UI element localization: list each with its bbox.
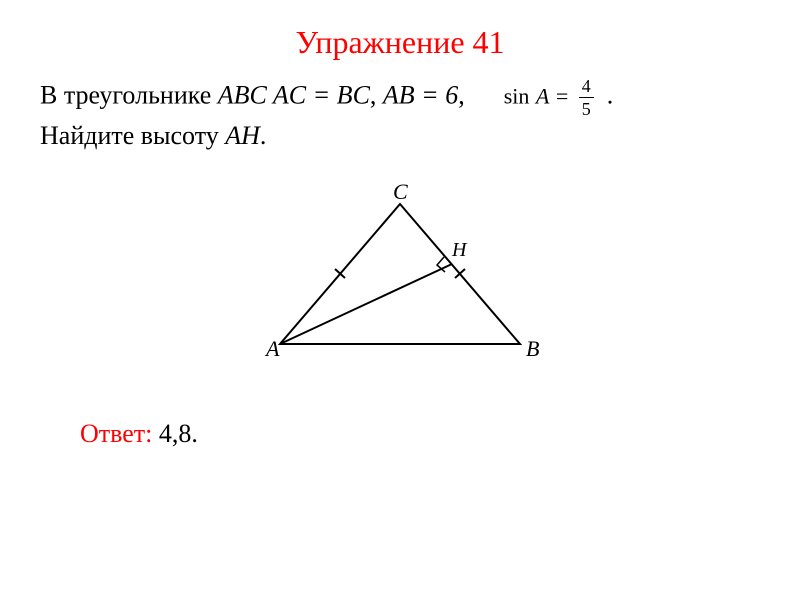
answer-value: 4,8.	[152, 419, 198, 448]
label-a: A	[264, 336, 280, 361]
formula-numerator: 4	[579, 77, 594, 98]
diagram-container: A B C H	[0, 184, 800, 379]
answer: Ответ: 4,8.	[0, 419, 800, 449]
label-b: B	[526, 336, 539, 361]
exercise-title: Упражнение 41	[0, 0, 800, 61]
formula-var: A	[536, 83, 549, 108]
problem-text-5: .	[260, 121, 267, 150]
triangle-diagram: A B C H	[240, 184, 560, 374]
formula-denominator: 5	[579, 98, 594, 118]
formula-period: .	[607, 80, 614, 109]
problem-statement: В треугольнике ABC AC = BC, AB = 6, sin …	[0, 61, 800, 154]
formula-eq: =	[556, 83, 568, 108]
problem-ab: AB = 6	[383, 80, 458, 109]
formula: sin A = 4 5	[504, 77, 594, 118]
label-c: C	[393, 184, 408, 204]
problem-text-2: ,	[370, 80, 383, 109]
problem-text-4: Найдите высоту	[40, 121, 225, 150]
problem-text-3: ,	[458, 80, 465, 109]
altitude-line	[280, 264, 452, 344]
problem-ah: AH	[225, 121, 260, 150]
problem-text-1: В треугольнике	[40, 80, 218, 109]
answer-label: Ответ:	[80, 419, 152, 448]
triangle-path	[280, 204, 520, 344]
problem-abc: ABC AC = BC	[218, 80, 370, 109]
formula-sin: sin	[504, 83, 530, 108]
label-h: H	[451, 239, 468, 261]
formula-fraction: 4 5	[579, 77, 594, 118]
